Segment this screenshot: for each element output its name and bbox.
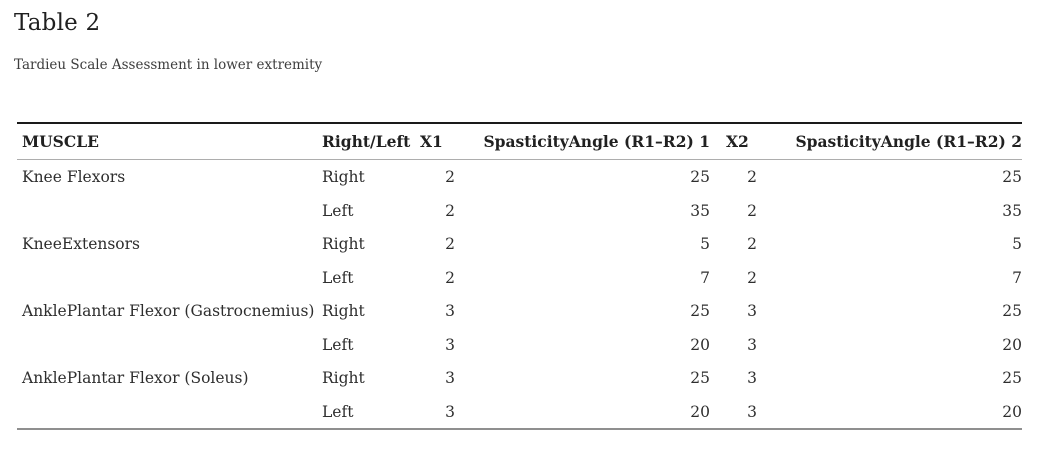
table-subtitle: Tardieu Scale Assessment in lower extrem… <box>14 56 323 73</box>
table-cell: 20 <box>690 335 710 354</box>
table-title: Table 2 <box>14 10 101 36</box>
table-cell: Left <box>322 201 354 220</box>
tardieu-scale-table: MUSCLE Right/Left X1 SpasticityAngle (R1… <box>17 122 1022 431</box>
table-cell <box>17 395 322 430</box>
table-cell <box>17 261 322 295</box>
table-cell: 25 <box>1002 302 1022 321</box>
table-cell: AnklePlantar Flexor (Soleus) <box>22 369 249 388</box>
table-cell: 2 <box>747 235 757 254</box>
col-header-right-left: Right/Left <box>322 123 420 161</box>
table-cell: 20 <box>1002 402 1022 421</box>
table-cell: Right <box>322 235 365 254</box>
table-cell <box>17 328 322 362</box>
table-body: Knee Flexors Right 2 25 2 25 Left 2 35 2 35 KneeExt… <box>17 160 1022 430</box>
table-cell: 2 <box>747 268 757 287</box>
table-cell: 35 <box>1002 201 1022 220</box>
table-cell: Left <box>322 268 354 287</box>
table-cell: Knee Flexors <box>22 168 126 187</box>
table-cell: 3 <box>445 302 455 321</box>
table-cell: 3 <box>747 335 757 354</box>
table-cell: 3 <box>747 402 757 421</box>
table-row: AnklePlantar Flexor (Soleus) Right 3 25 3 25 <box>17 361 1022 395</box>
table-cell: 3 <box>445 402 455 421</box>
col-header-x1: X1 <box>420 123 458 161</box>
table-row: KneeExtensors Right 2 5 2 5 <box>17 227 1022 261</box>
table-cell: 25 <box>690 168 710 187</box>
col-header-spasticity-angle-2: SpasticityAngle (R1–R2) 2 <box>759 123 1022 161</box>
table-cell: 20 <box>690 402 710 421</box>
table-cell: 7 <box>1012 268 1022 287</box>
table-cell: 5 <box>1012 235 1022 254</box>
table-cell: 25 <box>690 369 710 388</box>
table-cell: 2 <box>445 235 455 254</box>
table-cell: Right <box>322 168 365 187</box>
table-cell: 3 <box>445 335 455 354</box>
table-cell: KneeExtensors <box>22 235 140 254</box>
table-cell: Right <box>322 302 365 321</box>
col-header-muscle: MUSCLE <box>17 123 322 161</box>
col-header-x2: X2 <box>712 123 759 161</box>
table-row: Left 2 35 2 35 <box>17 194 1022 228</box>
table-cell: Right <box>322 369 365 388</box>
table-cell: 3 <box>747 369 757 388</box>
table-cell: 3 <box>747 302 757 321</box>
table-row: Left 3 20 3 20 <box>17 395 1022 430</box>
table-row: Knee Flexors Right 2 25 2 25 <box>17 160 1022 194</box>
table-cell: 7 <box>700 268 710 287</box>
table-row: AnklePlantar Flexor (Gastrocnemius) Right… <box>17 294 1022 328</box>
table-cell: 5 <box>700 235 710 254</box>
table-cell: 2 <box>747 168 757 187</box>
table-cell <box>17 194 322 228</box>
table-cell: 25 <box>1002 168 1022 187</box>
table-cell: 2 <box>445 268 455 287</box>
table-cell: 20 <box>1002 335 1022 354</box>
table-cell: AnklePlantar Flexor (Gastrocnemius) <box>22 302 315 321</box>
table-cell: 35 <box>690 201 710 220</box>
table-cell: 25 <box>690 302 710 321</box>
table-cell: 2 <box>445 168 455 187</box>
header-row: MUSCLE Right/Left X1 SpasticityAngle (R1… <box>17 123 1022 161</box>
table-cell: 2 <box>747 201 757 220</box>
table-row: Left 2 7 2 7 <box>17 261 1022 295</box>
col-header-spasticity-angle-1: SpasticityAngle (R1–R2) 1 <box>458 123 712 161</box>
table-row: Left 3 20 3 20 <box>17 328 1022 362</box>
table-cell: Left <box>322 402 354 421</box>
article-table-section: Table 2 Tardieu Scale Assessment in lowe… <box>0 9 1039 431</box>
table-cell: 2 <box>445 201 455 220</box>
table-cell: 25 <box>1002 369 1022 388</box>
table-cell: 3 <box>445 369 455 388</box>
table-cell: Left <box>322 335 354 354</box>
